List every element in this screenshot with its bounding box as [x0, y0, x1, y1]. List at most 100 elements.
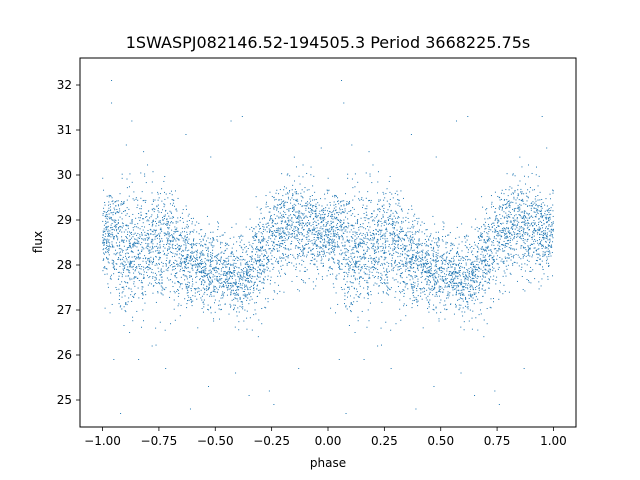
data-point [304, 216, 306, 218]
data-point [442, 258, 444, 260]
data-point [257, 256, 259, 258]
data-point [507, 240, 509, 242]
data-point [461, 289, 463, 291]
data-point [125, 253, 127, 255]
data-point [134, 241, 136, 243]
data-point [334, 196, 336, 198]
data-point [347, 276, 349, 278]
data-point [444, 260, 446, 262]
data-point [121, 239, 123, 241]
data-point [517, 230, 519, 232]
data-point [459, 274, 461, 276]
data-point [280, 245, 282, 247]
data-point [290, 202, 292, 204]
data-point [378, 220, 380, 222]
data-point [539, 230, 541, 232]
data-point [527, 233, 529, 235]
data-point [187, 295, 189, 297]
data-point [103, 224, 105, 226]
data-point [152, 247, 154, 249]
data-point [154, 236, 156, 238]
data-point [182, 217, 184, 219]
data-point [178, 239, 180, 241]
data-point [521, 221, 523, 223]
data-point [401, 230, 403, 232]
data-point [434, 242, 436, 244]
data-point [256, 260, 258, 262]
data-point [496, 231, 498, 233]
data-point [359, 285, 361, 287]
data-point [210, 294, 212, 296]
data-point [477, 243, 479, 245]
data-point [425, 245, 427, 247]
data-point [109, 278, 111, 280]
data-point [276, 209, 278, 211]
data-point [126, 224, 128, 226]
data-point [419, 257, 421, 259]
data-point [196, 298, 198, 300]
data-point [212, 252, 214, 254]
data-point [212, 281, 214, 283]
data-point [265, 195, 267, 197]
data-point [390, 214, 392, 216]
data-point [460, 284, 462, 286]
data-point [416, 290, 418, 292]
data-point [437, 281, 439, 283]
data-point [322, 253, 324, 255]
data-point [159, 221, 161, 223]
data-point [534, 198, 536, 200]
data-point [346, 262, 348, 264]
data-point [156, 205, 158, 207]
data-point [271, 195, 273, 197]
data-point [542, 251, 544, 253]
data-point [299, 249, 301, 251]
data-point [484, 260, 486, 262]
data-point [487, 233, 489, 235]
data-point [157, 291, 159, 293]
data-point [480, 232, 482, 234]
data-point [408, 209, 410, 211]
data-point [441, 239, 443, 241]
data-point [110, 212, 112, 214]
data-point [103, 248, 105, 250]
data-point [121, 274, 123, 276]
data-point [180, 216, 181, 218]
data-point [465, 276, 467, 278]
data-point [382, 237, 384, 239]
data-point [130, 237, 132, 239]
data-point [103, 189, 105, 191]
data-point [147, 219, 149, 221]
data-point [326, 229, 328, 231]
data-point [465, 274, 467, 276]
data-point [368, 239, 370, 241]
data-point [456, 286, 458, 288]
data-point [323, 208, 325, 210]
data-point [544, 213, 546, 215]
data-point [518, 221, 520, 223]
data-point [273, 242, 275, 244]
data-point [260, 259, 262, 261]
data-point [387, 265, 389, 267]
data-point [508, 203, 510, 205]
data-point [380, 225, 382, 227]
data-point [472, 263, 474, 265]
data-point [164, 232, 166, 234]
data-point [314, 227, 316, 229]
data-point [414, 260, 416, 262]
data-point [409, 275, 411, 277]
data-point [273, 197, 275, 199]
data-point [522, 231, 524, 233]
data-point [543, 230, 545, 232]
data-point [459, 275, 461, 277]
data-point [497, 221, 499, 223]
data-point [277, 222, 279, 224]
data-point [108, 239, 110, 241]
data-point [489, 254, 491, 256]
data-point [344, 303, 345, 305]
data-point [475, 296, 477, 298]
data-point [313, 230, 315, 232]
data-point [329, 231, 331, 233]
data-point [343, 278, 345, 280]
data-point [263, 264, 265, 266]
data-point [158, 197, 160, 199]
